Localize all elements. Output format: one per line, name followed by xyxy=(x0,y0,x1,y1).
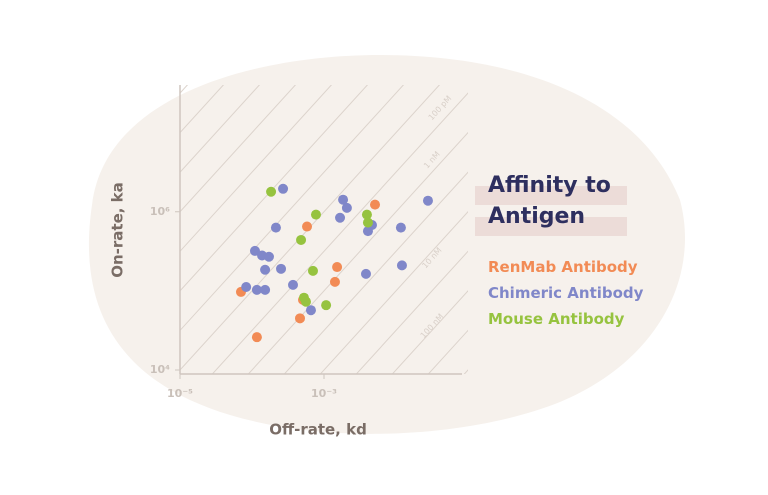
point xyxy=(335,212,346,223)
x-axis-label: Off-rate, kd xyxy=(269,421,367,439)
point xyxy=(300,296,311,307)
point xyxy=(396,260,407,271)
guide-line xyxy=(427,329,468,374)
point xyxy=(370,199,381,210)
point xyxy=(321,300,332,311)
point xyxy=(395,222,406,233)
guide-line xyxy=(211,92,468,374)
title-highlight xyxy=(475,217,627,236)
point xyxy=(260,284,271,295)
point xyxy=(249,245,260,256)
guide-line xyxy=(283,171,468,374)
point xyxy=(251,332,262,343)
point xyxy=(361,209,372,220)
guide-line xyxy=(319,211,468,374)
y-tick-label: 10⁶ xyxy=(150,205,170,218)
point xyxy=(329,276,340,287)
legend-entry: RenMab Antibody xyxy=(488,258,638,276)
point xyxy=(310,209,321,220)
legend-entry: Chimeric Antibody xyxy=(488,284,644,302)
legend-entry: Mouse Antibody xyxy=(488,310,625,328)
point xyxy=(422,195,433,206)
point xyxy=(241,281,252,292)
point xyxy=(338,194,349,205)
point xyxy=(287,279,298,290)
point xyxy=(251,284,262,295)
point xyxy=(341,202,352,213)
point xyxy=(276,263,287,274)
point xyxy=(296,234,307,245)
chart-title: Affinity to Antigen xyxy=(488,173,611,229)
point xyxy=(332,262,343,273)
point xyxy=(263,251,274,262)
point xyxy=(266,186,277,197)
background-blob xyxy=(88,55,685,434)
point xyxy=(305,305,316,316)
title-highlight xyxy=(475,186,627,205)
y-tick-label: 10⁴ xyxy=(150,363,170,376)
point xyxy=(260,264,271,275)
point xyxy=(302,221,313,232)
point xyxy=(307,265,318,276)
x-tick-label: 10⁻⁵ xyxy=(167,387,193,400)
point xyxy=(278,183,289,194)
x-tick-label: 10⁻³ xyxy=(311,387,337,400)
point xyxy=(294,313,305,324)
point xyxy=(270,222,281,233)
guide-line xyxy=(247,131,468,374)
point xyxy=(360,268,371,279)
point xyxy=(362,217,373,228)
y-axis-label: On-rate, ka xyxy=(109,182,127,278)
